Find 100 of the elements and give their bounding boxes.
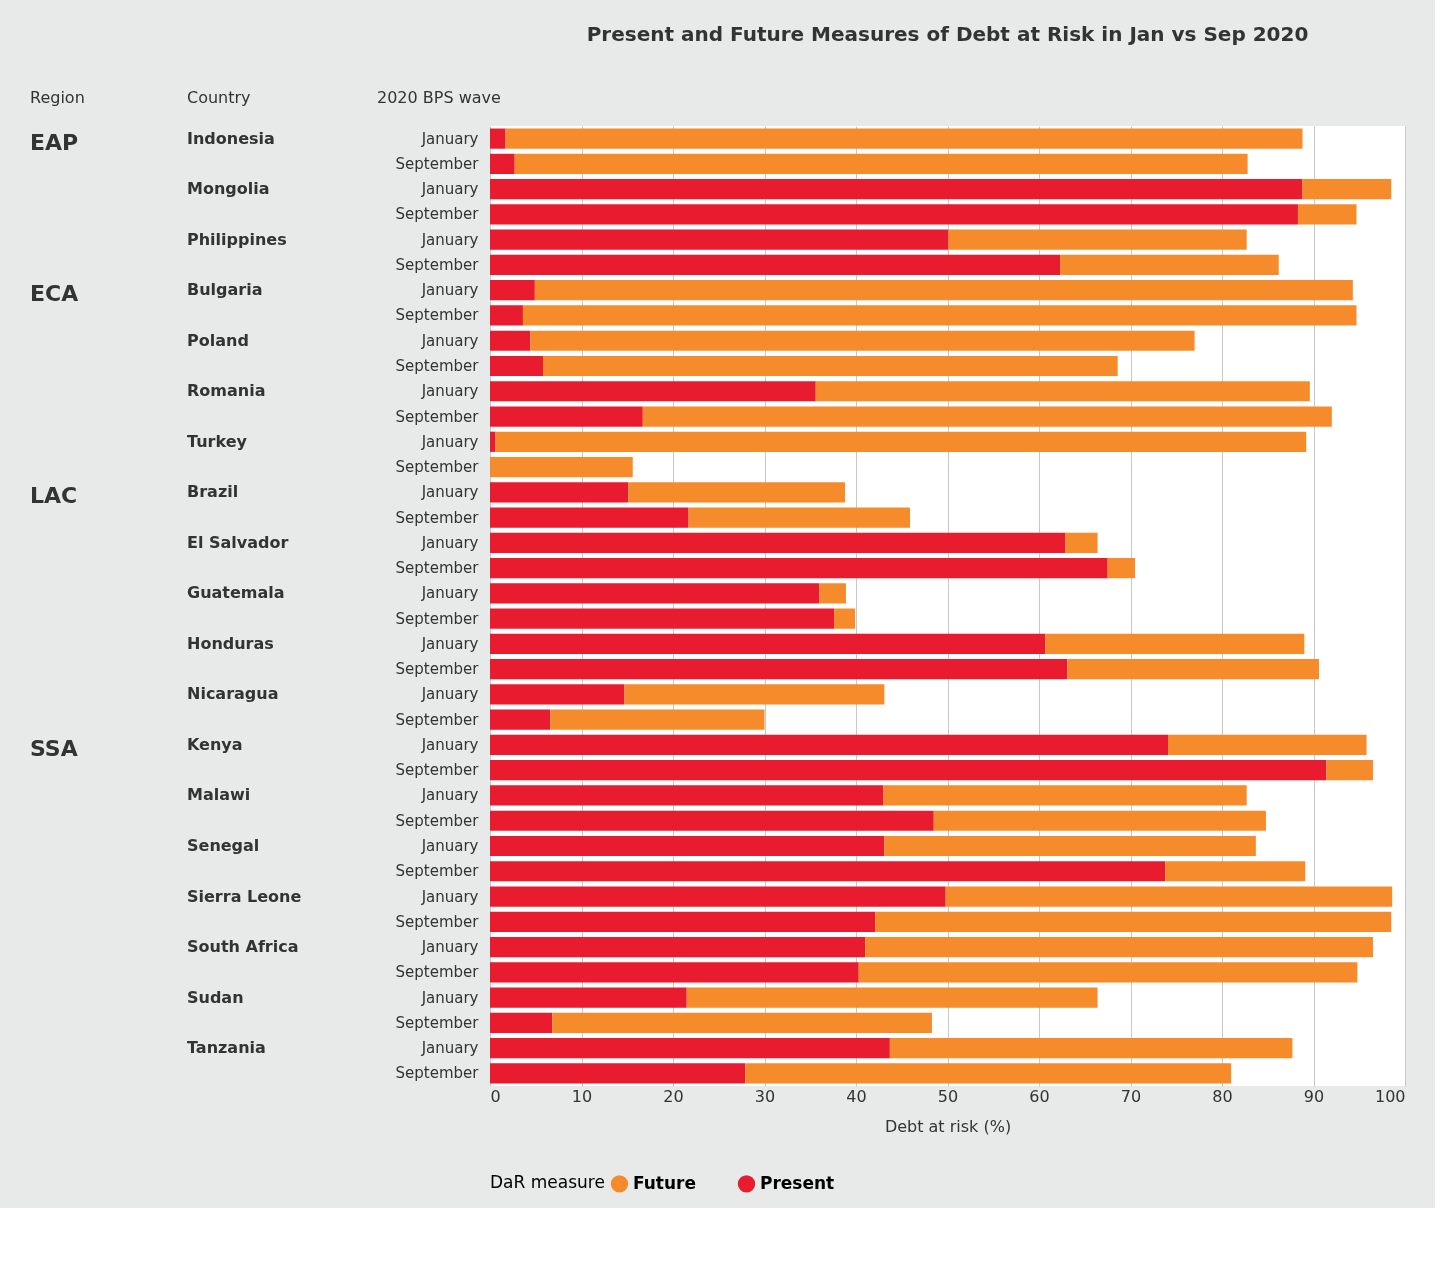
y-tick-label: September [395,862,480,881]
y-tick-label: September [395,255,480,274]
y-tick-label: January [420,230,479,249]
bar [490,1038,890,1059]
bar [933,810,1266,831]
bar [948,229,1247,250]
bar [490,608,835,629]
bar [875,911,1392,932]
y-tick-label: September [395,306,480,325]
y-tick-label: January [420,584,479,603]
y-tick-label: September [395,1064,480,1083]
bar [490,153,515,174]
y-tick-label: September [395,609,480,628]
bar [1168,734,1367,756]
bar [490,1012,553,1033]
text: Malawi [187,785,251,805]
text: Region [30,88,85,107]
bar [490,684,625,705]
y-tick-label: January [420,180,479,199]
text: El Salvador [187,532,289,552]
bar [490,936,866,958]
y-tick-label: January [420,735,479,754]
text: Senegal [187,836,260,855]
x-tick-label: 20 [663,1086,684,1106]
x-tick-label: 50 [937,1086,959,1106]
y-tick-label: January [420,483,479,502]
x-axis-title: Debt at risk (%) [884,1116,1012,1136]
bar [490,911,876,932]
bar [490,128,506,149]
text: EAP [30,129,79,155]
bar [1297,204,1357,225]
text: Guatemala [187,583,285,603]
x-tick-label: 100 [1374,1086,1406,1106]
bar [543,355,1118,377]
bar [883,785,1247,806]
y-tick-label: September [395,508,480,527]
bar [628,482,846,503]
y-tick-label: January [420,533,479,552]
y-tick-label: January [420,432,479,451]
bar [552,1012,932,1033]
bar [550,709,765,730]
bar [688,507,910,528]
bar [490,734,1169,756]
bar [884,835,1256,857]
text: SSA [30,735,78,761]
bar [1060,254,1279,276]
text: Sierra Leone [187,886,302,906]
text: Sudan [187,987,244,1007]
bar [889,1038,1293,1059]
y-tick-label: January [420,634,479,653]
y-tick-label: September [395,559,480,578]
bar [490,305,523,326]
bar [490,987,687,1008]
text: South Africa [187,937,299,957]
y-tick-label: September [395,660,480,679]
bar [490,355,544,377]
bar [1107,558,1136,579]
bar [490,254,1061,276]
x-tick-label: 70 [1120,1086,1142,1106]
text: Mongolia [187,179,270,199]
bar [686,987,1098,1008]
y-tick-label: September [395,710,480,729]
y-tick-label: January [420,938,479,957]
x-tick-label: 60 [1029,1086,1050,1106]
bar [514,153,1248,174]
bar [505,128,1303,149]
x-tick-label: 40 [846,1086,867,1106]
x-tick-label: 30 [754,1086,776,1106]
y-tick-label: January [420,837,479,855]
y-tick-label: January [420,1039,479,1058]
bar [858,962,1358,983]
y-tick-label: September [395,963,480,982]
bar [490,482,629,503]
text: Kenya [187,734,243,754]
bar [490,431,496,452]
text: ECA [30,281,79,307]
legend-label: Future [633,1172,697,1193]
bar [490,179,1303,200]
text: Honduras [187,633,274,653]
legend-label: Present [760,1172,835,1193]
bar [490,456,633,478]
y-tick-label: September [395,1013,480,1032]
bar [490,507,689,528]
bar [745,1063,1232,1084]
bar [1045,633,1305,654]
bar [624,684,885,705]
y-tick-label: January [420,988,479,1007]
text: Nicaragua [187,684,279,704]
y-tick-label: January [420,786,479,805]
y-tick-label: January [420,887,479,906]
x-tick-label: 10 [571,1086,593,1106]
bar [490,785,884,806]
y-tick-label: January [420,281,479,300]
bar [490,204,1298,225]
bar [490,558,1108,579]
bar [1067,659,1319,680]
bar [1065,532,1098,553]
text: Tanzania [187,1038,266,1058]
bar [490,886,946,907]
bar [490,280,535,301]
